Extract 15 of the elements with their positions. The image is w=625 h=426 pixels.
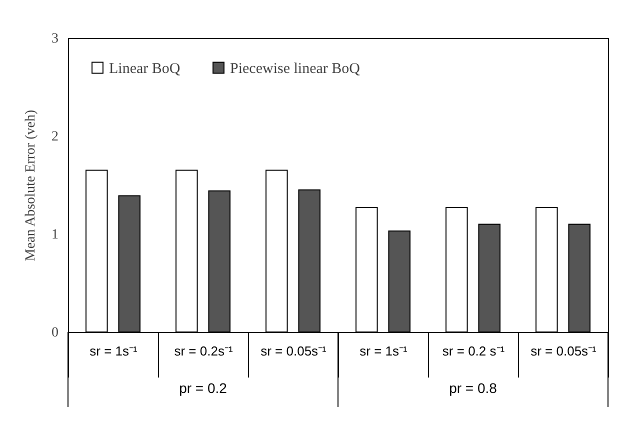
x-tick-label: sr = 0.05s⁻¹ [530, 344, 598, 358]
y-tick-label: 2 [52, 130, 58, 144]
legend-label: Piecewise linear BoQ [230, 60, 360, 77]
y-tick-label: 0 [52, 326, 58, 340]
x-tick-label: sr = 1s⁻¹ [360, 344, 408, 358]
legend-label: Linear BoQ [109, 60, 180, 77]
x-tick-label: sr = 0.05s⁻¹ [260, 344, 328, 358]
x-tick-label: sr = 1s⁻¹ [90, 344, 138, 358]
x-tick-label: sr = 0.2 s⁻¹ [442, 344, 506, 358]
text: pr = 0.8 [449, 380, 498, 396]
text: pr = 0.2 [179, 380, 228, 396]
x-tick-label: sr = 0.2s⁻¹ [174, 344, 234, 358]
y-tick-label: 1 [52, 228, 58, 242]
y-axis-title: Mean Absolute Error (veh) [24, 110, 38, 262]
y-tick-label: 3 [52, 32, 58, 46]
